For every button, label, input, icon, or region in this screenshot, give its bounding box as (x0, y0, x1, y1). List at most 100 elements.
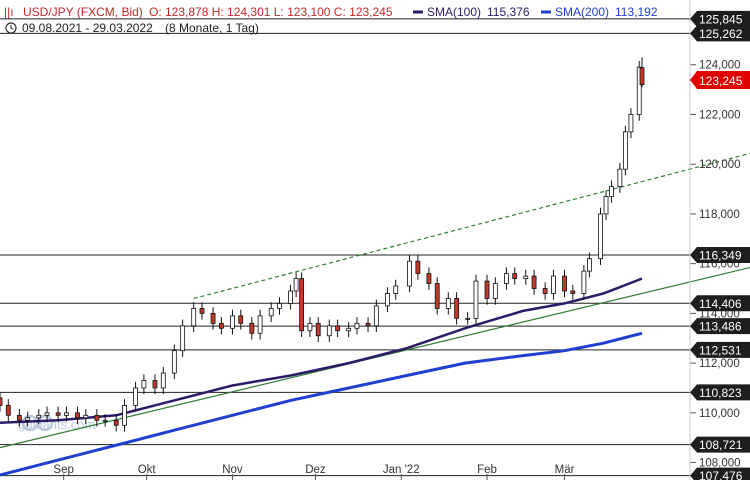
candle-body (415, 260, 421, 274)
candle-body (622, 131, 628, 170)
candle-body (434, 283, 440, 309)
sma100-legend-value: 115,376 (487, 5, 530, 19)
bars-icon: ||ı (4, 5, 14, 19)
candle-body (113, 419, 119, 426)
candle-body (639, 67, 645, 86)
candle-body (581, 270, 587, 294)
level-tag (690, 467, 750, 480)
y-tick-label: 124,000 (699, 60, 741, 72)
level-tag-label: 107,476 (699, 469, 743, 480)
candle-body (133, 387, 138, 406)
y-tick-label: 108,000 (699, 458, 741, 470)
level-tag (690, 318, 750, 335)
candle-body (326, 325, 332, 337)
y-tick-label: 114,000 (699, 308, 740, 320)
candle-body (628, 114, 634, 133)
x-tick-label: Jan '22 (383, 464, 420, 476)
horizontal-levels[interactable] (0, 18, 690, 477)
candle-body (257, 315, 263, 334)
candle-body (562, 275, 567, 292)
candle-body (191, 308, 197, 327)
instrument-label: USD/JPY (FXCM, Bid) (23, 5, 143, 19)
candle-body (512, 273, 518, 279)
y-tick-label: 112,000 (699, 358, 740, 370)
level-tag-label: 125,262 (699, 27, 743, 41)
level-tag (690, 246, 750, 263)
candle-body (199, 308, 205, 314)
candle-body (64, 412, 69, 416)
candle-body (426, 273, 432, 284)
level-tag (690, 436, 750, 453)
sma200-legend-value: 113,192 (615, 5, 658, 19)
candle-body (609, 186, 614, 197)
trendline-dashed (193, 152, 750, 300)
y-tick-label: 118,000 (699, 209, 740, 221)
candle-body (102, 419, 108, 422)
sma100-legend-label: SMA(100) (427, 5, 481, 19)
x-tick-label: Mär (555, 464, 575, 476)
candle-body (542, 288, 548, 294)
candle-body (218, 322, 224, 329)
candle-body (230, 315, 235, 329)
candle-body (373, 305, 379, 327)
candle-body (354, 322, 360, 329)
candle-body (0, 397, 3, 406)
candle-body (293, 278, 299, 292)
candles (0, 57, 645, 432)
candle-body (587, 258, 592, 272)
candle-body (465, 317, 471, 320)
level-tag-label: 113,486 (699, 320, 742, 334)
last-price-tag: 123,245 (690, 71, 750, 89)
x-tick-label: Nov (222, 464, 243, 476)
candle-body (152, 380, 158, 389)
candle-body (598, 213, 603, 260)
y-tick-label: 122,000 (699, 109, 741, 121)
candle-body (5, 404, 11, 416)
level-tag (690, 10, 750, 27)
candle-body (249, 322, 255, 334)
candle-body (335, 325, 341, 332)
level-tag (690, 384, 750, 401)
sma200-legend-label: SMA(200) (555, 5, 609, 19)
candle-body (551, 275, 556, 294)
candle-body (531, 275, 537, 289)
level-tag-label: 116,349 (699, 248, 742, 262)
candle-body (473, 280, 479, 319)
candle-body (346, 327, 352, 332)
last-price-label: 123,245 (699, 74, 743, 88)
y-tick-label: 120,000 (699, 159, 741, 171)
candle-body (385, 293, 390, 307)
candle-body (44, 412, 50, 416)
candle-body (617, 168, 623, 187)
candle-body (523, 275, 529, 279)
candle-body (454, 298, 459, 319)
candle-body (210, 312, 216, 324)
trendlines[interactable] (0, 152, 750, 449)
candle-body (160, 372, 166, 389)
candle-body (141, 380, 147, 389)
candle-body (180, 325, 186, 352)
candle-body (445, 298, 451, 309)
candle-body (75, 412, 80, 419)
candle-body (365, 322, 371, 327)
candle-body (307, 322, 313, 332)
range-label: (8 Monate, 1 Tag) (165, 21, 259, 35)
clock-icon (5, 22, 17, 34)
candle-body (299, 278, 305, 332)
ohlc-label: O: 123,878 H: 124,301 L: 123,100 C: 123,… (149, 5, 393, 19)
candle-body (36, 414, 42, 419)
x-tick-label: Feb (477, 464, 497, 476)
candle-body (83, 414, 89, 419)
level-tag (690, 25, 750, 42)
level-tag-label: 125,845 (699, 12, 743, 26)
candle-body (288, 290, 293, 304)
level-tag (690, 341, 750, 358)
candle-body (492, 283, 498, 299)
y-tick-label: 110,000 (699, 408, 740, 420)
candle-body (504, 273, 509, 284)
x-tick-label: Sep (53, 464, 73, 476)
candle-body (238, 315, 244, 324)
candle-body (570, 290, 576, 294)
